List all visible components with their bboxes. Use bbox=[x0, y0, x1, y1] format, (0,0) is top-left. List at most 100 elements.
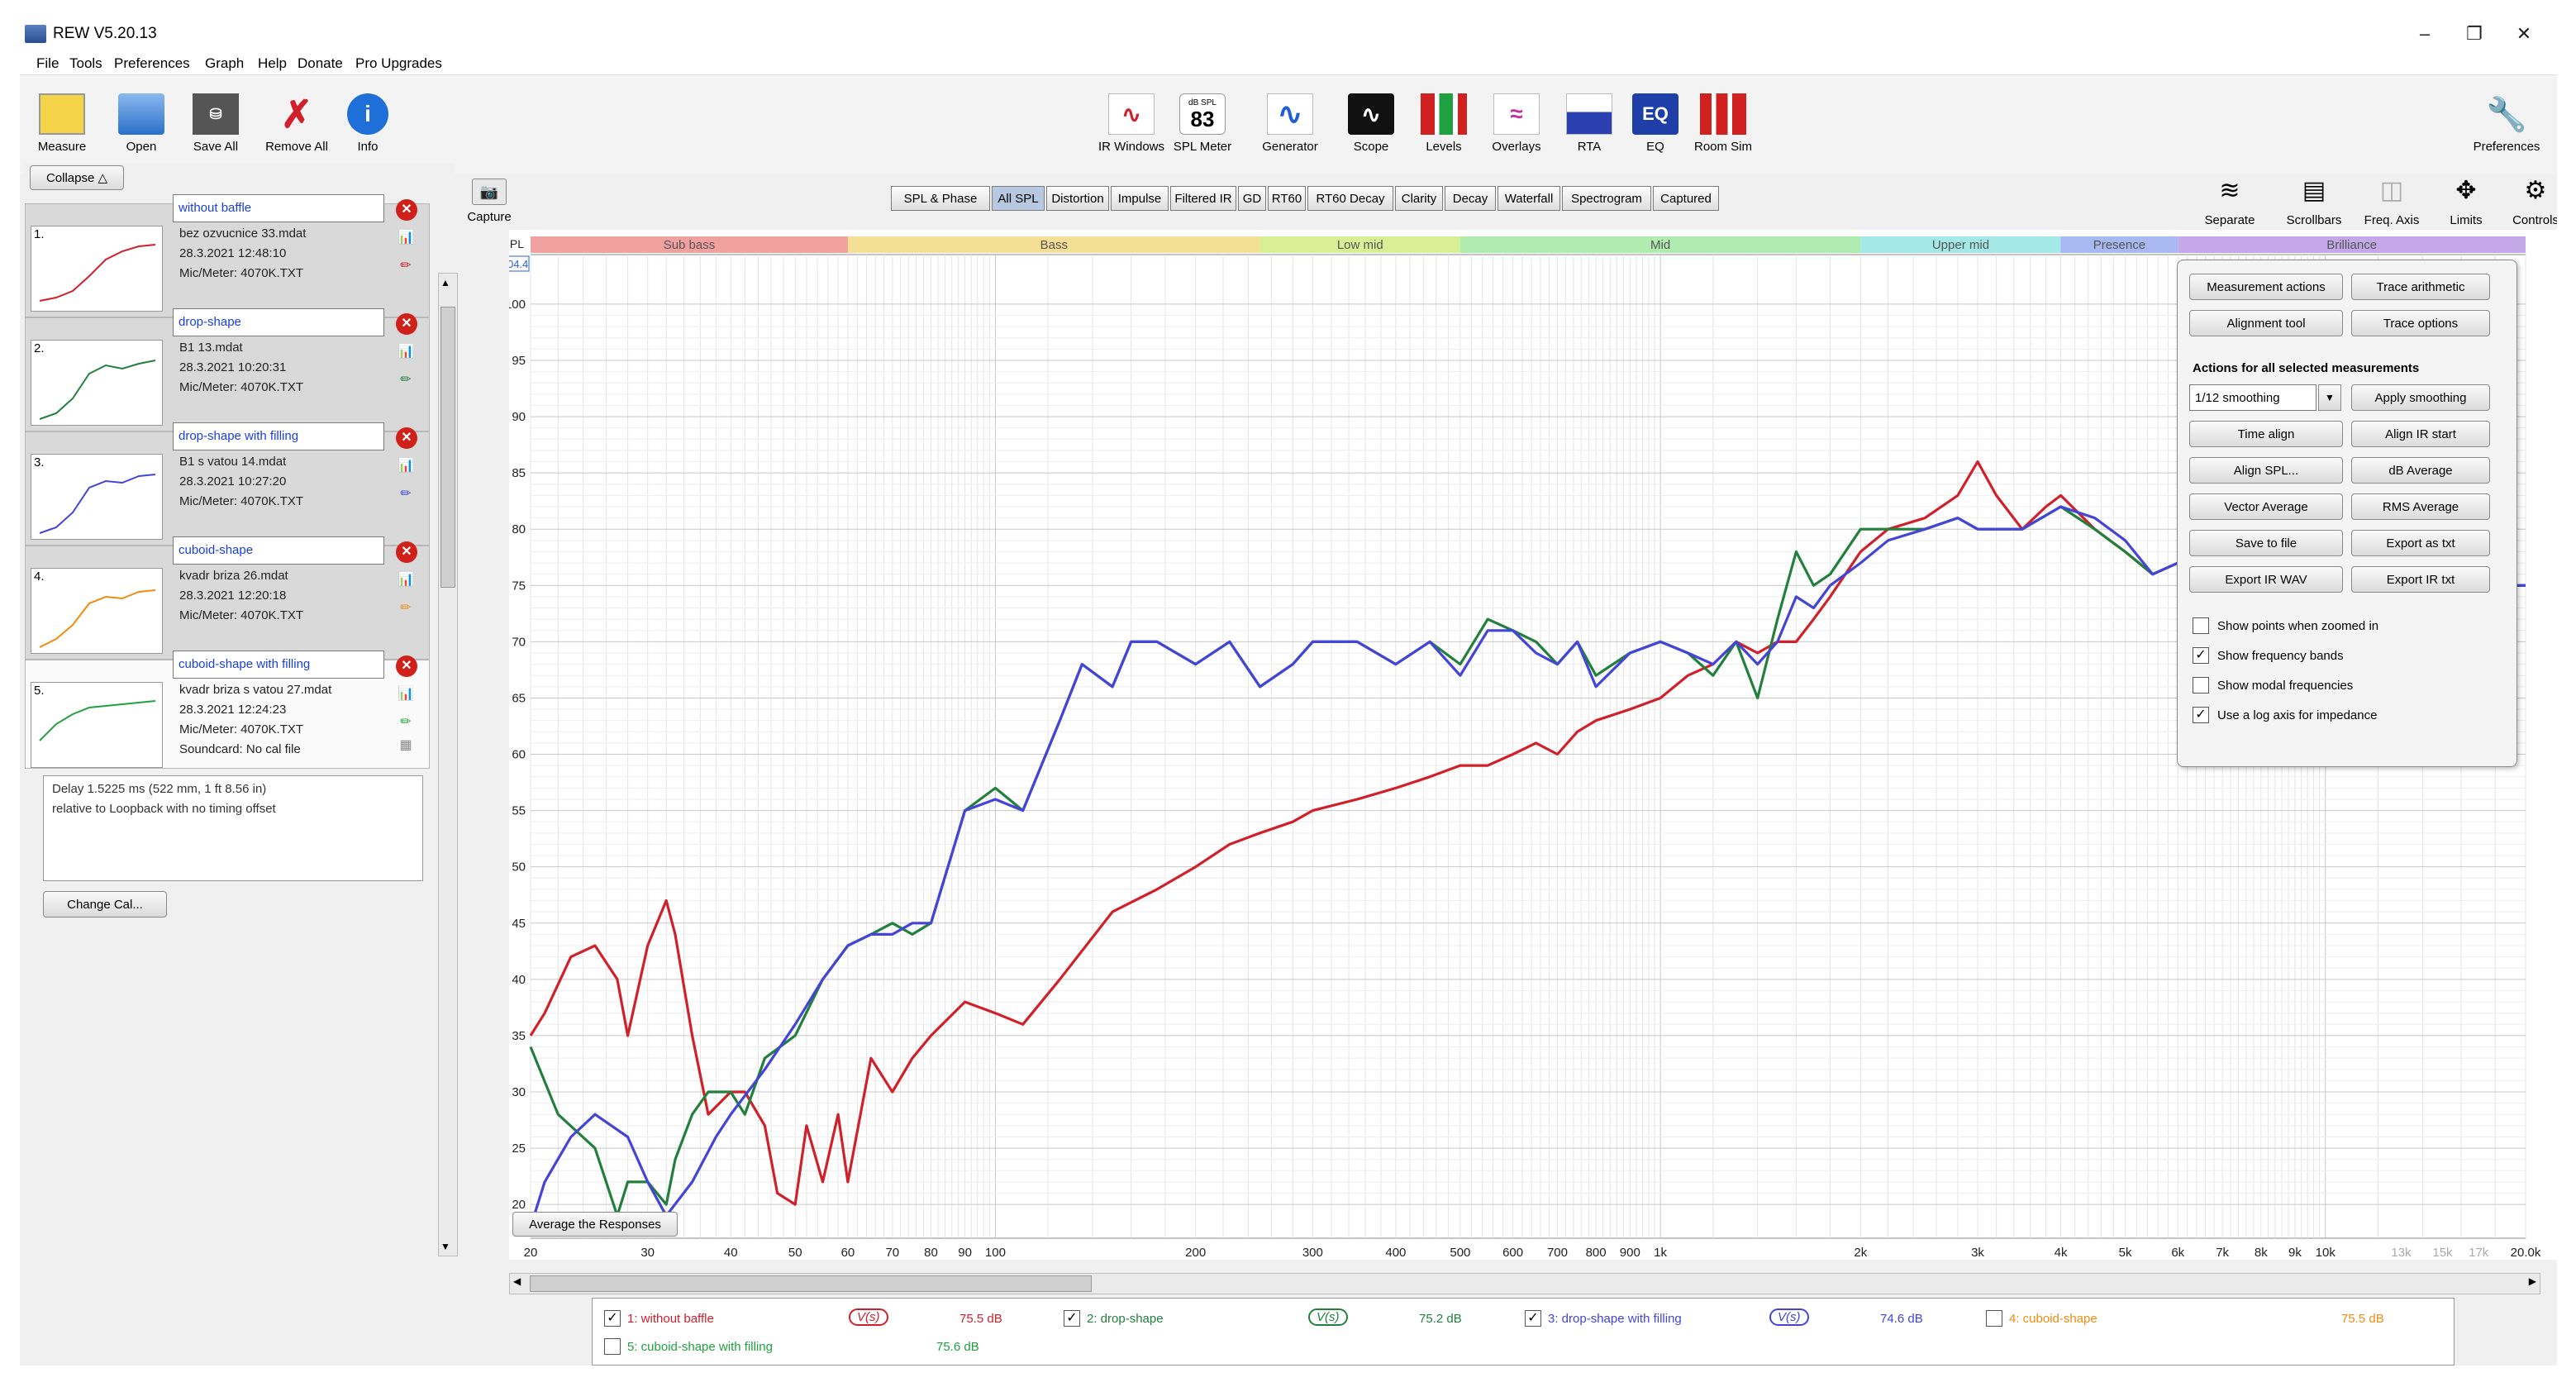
measurement-actions-button[interactable]: Measurement actions bbox=[2189, 274, 2343, 300]
legend-mode-toggle-2[interactable]: V(s) bbox=[1308, 1308, 1348, 1326]
remove-measurement-icon[interactable]: ✕ bbox=[396, 427, 417, 449]
overlays-button[interactable]: ≈ Overlays bbox=[1481, 88, 1552, 163]
tab-decay[interactable]: Decay bbox=[1445, 186, 1496, 211]
measure-button[interactable]: Measure bbox=[26, 88, 98, 163]
rta-button[interactable]: RTA bbox=[1554, 88, 1625, 163]
freq-axis-button[interactable]: ◫ Freq. Axis bbox=[2350, 172, 2433, 238]
change-cal-button[interactable]: Change Cal... bbox=[43, 891, 167, 918]
legend-mode-toggle-3[interactable]: V(s) bbox=[1769, 1308, 1809, 1326]
remove-measurement-icon[interactable]: ✕ bbox=[396, 655, 417, 677]
menu-graph[interactable]: Graph bbox=[205, 55, 245, 71]
menu-pro-upgrades[interactable]: Pro Upgrades bbox=[355, 55, 442, 71]
export-as-txt-button[interactable]: Export as txt bbox=[2351, 530, 2490, 556]
export-ir-wav-button[interactable]: Export IR WAV bbox=[2189, 566, 2343, 593]
align-ir-start-button[interactable]: Align IR start bbox=[2351, 421, 2490, 447]
chart-icon[interactable]: 📊 bbox=[398, 345, 414, 359]
smoothing-select[interactable]: 1/12 smoothing bbox=[2189, 384, 2316, 411]
chart-icon[interactable]: 📊 bbox=[398, 687, 414, 701]
tab-rt60[interactable]: RT60 bbox=[1268, 186, 1306, 211]
remove-measurement-icon[interactable]: ✕ bbox=[396, 541, 417, 563]
eq-button[interactable]: EQ EQ bbox=[1620, 88, 1691, 163]
menu-preferences[interactable]: Preferences bbox=[114, 55, 190, 71]
legend-checkbox-5[interactable] bbox=[604, 1338, 621, 1355]
remove-measurement-icon[interactable]: ✕ bbox=[396, 313, 417, 335]
chart-icon[interactable]: 📊 bbox=[398, 573, 414, 587]
menu-donate[interactable]: Donate bbox=[298, 55, 343, 71]
measurement-name-field[interactable]: drop-shape bbox=[173, 308, 384, 336]
show-frequency-bands-checkbox[interactable]: ✓ bbox=[2193, 647, 2209, 664]
measurement-name-field[interactable]: drop-shape with filling bbox=[173, 422, 384, 450]
tab-spectrogram[interactable]: Spectrogram bbox=[1562, 186, 1651, 211]
color-pen-icon[interactable]: ✏ bbox=[400, 373, 412, 387]
chart-icon[interactable]: 📊 bbox=[398, 231, 414, 245]
measurement-2[interactable]: drop-shape ✕ 2. B1 13.mdat 28.3.2021 10:2… bbox=[25, 308, 430, 431]
tab-captured[interactable]: Captured bbox=[1653, 186, 1719, 211]
open-button[interactable]: Open bbox=[106, 88, 177, 163]
minimize-button[interactable]: – bbox=[2419, 23, 2431, 44]
measurement-1[interactable]: without baffle ✕ 1. bez ozvucnice 33.mda… bbox=[25, 194, 430, 317]
menu-help[interactable]: Help bbox=[258, 55, 287, 71]
limits-button[interactable]: ✥ Limits bbox=[2425, 172, 2507, 238]
capture-button[interactable]: 📷 Capture bbox=[464, 179, 514, 224]
show-points-checkbox[interactable] bbox=[2193, 617, 2209, 634]
tab-filtered-ir[interactable]: Filtered IR bbox=[1170, 186, 1236, 211]
legend-checkbox-3[interactable]: ✓ bbox=[1525, 1310, 1541, 1327]
maximize-button[interactable]: ❐ bbox=[2466, 23, 2483, 44]
legend-checkbox-1[interactable]: ✓ bbox=[604, 1310, 621, 1327]
trace-arithmetic-button[interactable]: Trace arithmetic bbox=[2351, 274, 2490, 300]
tab-rt60-decay[interactable]: RT60 Decay bbox=[1307, 186, 1393, 211]
legend-checkbox-4[interactable] bbox=[1986, 1310, 2002, 1327]
scrollbar-thumb[interactable] bbox=[530, 1275, 1092, 1292]
scroll-right-icon[interactable]: ▶ bbox=[2528, 1275, 2536, 1287]
average-responses-button[interactable]: Average the Responses bbox=[512, 1212, 678, 1237]
color-pen-icon[interactable]: ✏ bbox=[400, 715, 412, 729]
measurement-name-field[interactable]: cuboid-shape with filling bbox=[173, 651, 384, 679]
scrollbar-thumb[interactable] bbox=[440, 307, 455, 588]
measurement-5[interactable]: cuboid-shape with filling ✕ 5. kvadr bri… bbox=[25, 651, 430, 769]
scroll-up-icon[interactable]: ▲ bbox=[440, 277, 450, 288]
controls-button[interactable]: ⚙ Controls bbox=[2494, 172, 2557, 238]
preferences-button[interactable]: 🔧 Preferences bbox=[2471, 88, 2542, 163]
export-ir-txt-button[interactable]: Export IR txt bbox=[2351, 566, 2490, 593]
time-align-button[interactable]: Time align bbox=[2189, 421, 2343, 447]
db-average-button[interactable]: dB Average bbox=[2351, 457, 2490, 484]
measurement-name-field[interactable]: cuboid-shape bbox=[173, 536, 384, 565]
measurement-4[interactable]: cuboid-shape ✕ 4. kvadr briza 26.mdat 28.… bbox=[25, 536, 430, 660]
collapse-button[interactable]: Collapse △ bbox=[30, 165, 124, 190]
align-spl-button[interactable]: Align SPL... bbox=[2189, 457, 2343, 484]
remove-measurement-icon[interactable]: ✕ bbox=[396, 199, 417, 221]
generator-button[interactable]: ∿ Generator bbox=[1255, 88, 1326, 163]
tab-gd[interactable]: GD bbox=[1238, 186, 1266, 211]
ir-windows-button[interactable]: ∿ IR Windows bbox=[1096, 88, 1167, 163]
tab-all-spl[interactable]: All SPL bbox=[992, 186, 1045, 211]
rms-average-button[interactable]: RMS Average bbox=[2351, 493, 2490, 520]
trace-options-button[interactable]: Trace options bbox=[2351, 310, 2490, 336]
save-all-button[interactable]: ⛁ Save All bbox=[180, 88, 251, 163]
apply-smoothing-button[interactable]: Apply smoothing bbox=[2351, 384, 2490, 411]
chart-icon[interactable]: 📊 bbox=[398, 459, 414, 473]
horizontal-scrollbar[interactable]: ◀ ▶ bbox=[509, 1273, 2540, 1294]
separate-button[interactable]: ≋ Separate bbox=[2188, 172, 2271, 238]
alignment-tool-button[interactable]: Alignment tool bbox=[2189, 310, 2343, 336]
scope-button[interactable]: ∿ Scope bbox=[1336, 88, 1407, 163]
scroll-left-icon[interactable]: ◀ bbox=[513, 1275, 521, 1287]
tab-impulse[interactable]: Impulse bbox=[1111, 186, 1169, 211]
vertical-scrollbar[interactable]: ▲ ▼ bbox=[438, 273, 458, 1256]
tab-clarity[interactable]: Clarity bbox=[1395, 186, 1443, 211]
info-button[interactable]: i Info bbox=[332, 88, 403, 163]
remove-all-button[interactable]: ✗ Remove All bbox=[265, 93, 328, 154]
menu-tools[interactable]: Tools bbox=[69, 55, 102, 71]
save-to-file-button[interactable]: Save to file bbox=[2189, 530, 2343, 556]
color-pen-icon[interactable]: ✏ bbox=[400, 487, 412, 501]
measurement-3[interactable]: drop-shape with filling ✕ 3. B1 s vatou … bbox=[25, 422, 430, 546]
vector-average-button[interactable]: Vector Average bbox=[2189, 493, 2343, 520]
close-button[interactable]: ✕ bbox=[2516, 23, 2532, 44]
legend-checkbox-2[interactable]: ✓ bbox=[1064, 1310, 1080, 1327]
chevron-down-icon[interactable]: ▼ bbox=[2318, 384, 2341, 411]
tab-spl-phase[interactable]: SPL & Phase bbox=[891, 186, 990, 211]
color-pen-icon[interactable]: ✏ bbox=[400, 601, 412, 615]
measurement-name-field[interactable]: without baffle bbox=[173, 194, 384, 222]
levels-button[interactable]: Levels bbox=[1408, 88, 1479, 163]
spl-meter-button[interactable]: dB SPL 83 SPL Meter bbox=[1167, 88, 1238, 163]
log-axis-impedance-checkbox[interactable]: ✓ bbox=[2193, 707, 2209, 723]
